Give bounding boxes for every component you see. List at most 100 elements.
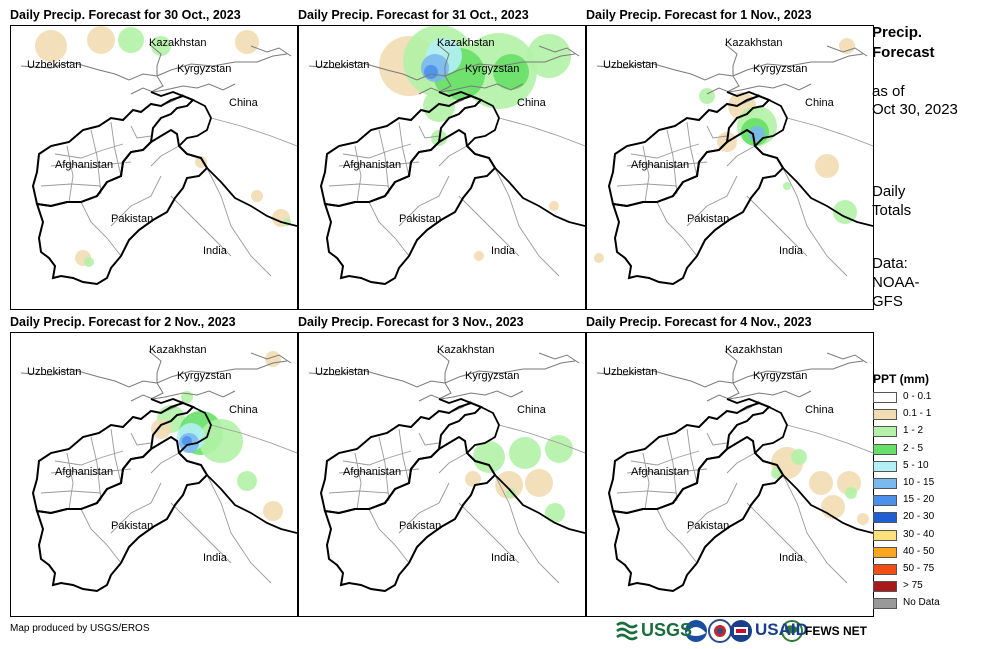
legend-swatch xyxy=(873,529,897,541)
country-boundary xyxy=(732,360,864,384)
legend-label: 20 - 30 xyxy=(903,511,935,523)
admin-boundary xyxy=(686,175,738,227)
map-label-afghanistan: Afghanistan xyxy=(55,159,113,171)
sidebar-data-line3: GFS xyxy=(872,293,903,310)
admin-boundary xyxy=(170,502,232,564)
admin-boundary xyxy=(90,436,102,502)
admin-boundary xyxy=(110,121,122,177)
map-label-india: India xyxy=(779,245,804,257)
map-label-kazakhstan: Kazakhstan xyxy=(725,37,782,49)
admin-boundary xyxy=(210,117,297,147)
legend-label: 10 - 15 xyxy=(903,477,935,488)
map-label-kazakhstan: Kazakhstan xyxy=(149,344,206,356)
admin-boundary xyxy=(398,428,410,484)
country-boundary xyxy=(308,61,446,81)
legend-label: 5 - 10 xyxy=(903,459,929,471)
precip-area xyxy=(473,441,505,473)
country-boundary xyxy=(148,43,164,93)
map: Kazakhstan Uzbekistan Kyrgyzstan China Afgha… xyxy=(596,344,873,593)
precip-area xyxy=(182,436,192,446)
admin-boundary xyxy=(666,129,678,195)
legend-item: 40 - 50 xyxy=(873,545,973,561)
map: Kazakhstan Uzbekistan Kyrgyzstan China Afgha… xyxy=(20,26,297,286)
map-label-china: China xyxy=(517,404,547,416)
tajik-border xyxy=(438,91,482,101)
map-label-kyrgyzstan: Kyrgyzstan xyxy=(177,63,231,75)
map: Kazakhstan Uzbekistan Kyrgyzstan China Afgha… xyxy=(594,37,873,286)
admin-boundary xyxy=(342,143,412,159)
admin-boundaries xyxy=(20,43,297,277)
legend-swatch xyxy=(873,581,897,593)
admin-boundary xyxy=(706,125,728,139)
admin-boundary xyxy=(746,195,808,257)
logo-graphics xyxy=(616,619,803,643)
map-frame: Kazakhstan Uzbekistan Kyrgyzstan China Afgha… xyxy=(10,332,298,617)
admin-boundary xyxy=(616,183,678,187)
precip-area xyxy=(263,501,283,521)
tajik-border xyxy=(150,91,194,101)
admin-boundary xyxy=(90,129,102,195)
legend-label: 0.1 - 1 xyxy=(903,408,932,420)
country-boundary xyxy=(130,83,236,95)
legend-label: No Data xyxy=(903,597,940,609)
admin-boundary xyxy=(726,145,756,167)
admin-boundary xyxy=(642,452,650,510)
country-boundary xyxy=(130,390,236,402)
admin-boundary xyxy=(458,502,520,564)
admin-boundary xyxy=(170,195,232,257)
admin-boundary xyxy=(368,201,410,257)
admin-boundary xyxy=(656,508,698,564)
precip-area xyxy=(594,253,604,263)
map-label-kyrgyzstan: Kyrgyzstan xyxy=(465,370,519,382)
country-boundary xyxy=(706,83,812,95)
legend-label: 40 - 50 xyxy=(903,545,935,557)
admin-boundary xyxy=(328,183,390,187)
panel-title: Daily Precip. Forecast for 4 Nov., 2023 xyxy=(586,315,812,329)
panel-title: Daily Precip. Forecast for 2 Nov., 2023 xyxy=(10,315,236,329)
admin-boundary xyxy=(206,167,272,277)
sidebar-title-line2: Forecast xyxy=(872,44,935,61)
precip-area xyxy=(545,435,573,463)
map-label-kazakhstan: Kazakhstan xyxy=(725,344,782,356)
admin-boundary xyxy=(378,436,390,502)
precip-area xyxy=(857,513,869,525)
panel-5: Daily Precip. Forecast for 4 Nov., 2023 … xyxy=(586,315,874,617)
admin-boundary xyxy=(786,117,873,147)
country-boundary xyxy=(156,360,288,384)
admin-boundaries xyxy=(308,350,585,584)
country-boundary xyxy=(706,390,812,402)
admin-boundary xyxy=(40,183,102,187)
legend-item: 20 - 30 xyxy=(873,510,973,526)
admin-boundary xyxy=(54,143,124,159)
admin-boundary xyxy=(786,424,873,454)
admin-boundary xyxy=(354,452,362,510)
legend-label: 50 - 75 xyxy=(903,563,935,574)
country-boundary xyxy=(418,390,524,402)
admin-boundary xyxy=(438,145,468,167)
legend-label: 0 - 0.1 xyxy=(903,391,932,402)
admin-boundary xyxy=(642,145,650,203)
country-boundary xyxy=(538,352,580,364)
precip-area xyxy=(474,251,484,261)
country-boundary xyxy=(436,43,452,93)
panel-2: Daily Precip. Forecast for 1 Nov., 2023 … xyxy=(586,8,874,310)
precip-layer xyxy=(594,38,857,263)
panel-3: Daily Precip. Forecast for 2 Nov., 2023 … xyxy=(10,315,298,617)
country-boundary xyxy=(20,368,158,388)
sidebar-daily-line2: Totals xyxy=(872,202,912,219)
sidebar-asof-line1: as of xyxy=(872,83,905,100)
panel-title: Daily Precip. Forecast for 1 Nov., 2023 xyxy=(586,8,812,22)
precip-area xyxy=(118,27,144,53)
precip-area xyxy=(833,200,857,224)
country-boundary xyxy=(724,350,740,400)
map-label-uzbekistan: Uzbekistan xyxy=(315,59,369,71)
map-frame: Kazakhstan Uzbekistan Kyrgyzstan China Afgha… xyxy=(586,25,874,310)
legend-label: 2 - 5 xyxy=(903,442,924,454)
admin-boundary xyxy=(746,502,808,564)
map-label-china: China xyxy=(805,404,835,416)
precip-area xyxy=(84,257,94,267)
legend-swatch xyxy=(873,598,897,610)
map-label-pakistan: Pakistan xyxy=(687,520,729,532)
admin-boundary xyxy=(328,490,390,494)
precip-area xyxy=(821,495,845,519)
